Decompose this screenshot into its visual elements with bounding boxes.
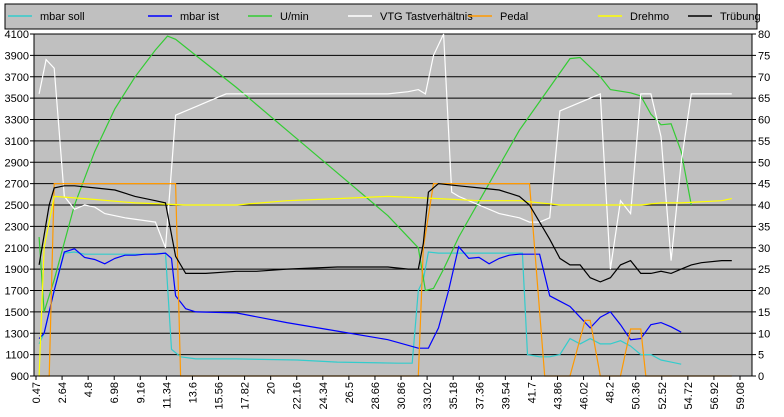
y-left-tick-label: 4100 <box>5 29 29 41</box>
axes: 900 1100 1300 1500 1700 1900 2100 2300 2500 2700 2… <box>5 29 771 410</box>
y-left-tick-label: 2700 <box>5 179 29 191</box>
y-right-tick-label: 15 <box>758 307 770 319</box>
series-layer <box>38 33 732 377</box>
x-tick-label: 41.7 <box>526 382 538 403</box>
x-tick-label: 22.16 <box>292 382 304 410</box>
y-right-tick-label: 20 <box>758 286 770 298</box>
y-left-tick-label: 3700 <box>5 72 29 84</box>
x-tick-label: 43.86 <box>552 382 564 410</box>
y-left-tick-label: 3500 <box>5 93 29 105</box>
y-left-tick-label: 3300 <box>5 115 29 127</box>
legend: mbar soll mbar ist U/min VTG Tastverhältnis… <box>4 3 761 30</box>
y-left-tick-label: 1100 <box>5 350 29 362</box>
x-tick-label: 30.86 <box>396 382 408 410</box>
x-tick-label: 33.02 <box>422 382 434 410</box>
series-line-tr-bung <box>38 182 732 283</box>
legend-label: U/min <box>280 11 309 23</box>
y-right-tick-label: 25 <box>758 264 770 276</box>
x-tick-label: 9.16 <box>135 382 147 403</box>
x-tick-label: 28.66 <box>370 382 382 410</box>
legend-label: mbar ist <box>180 11 219 23</box>
x-tick-label: 11.34 <box>161 382 173 409</box>
y-left-tick-label: 1700 <box>5 286 29 298</box>
y-left-tick-label: 2300 <box>5 221 29 233</box>
y-right-tick-label: 80 <box>758 29 770 41</box>
y-right-tick-label: 30 <box>758 243 770 255</box>
y-right-tick-label: 35 <box>758 221 770 233</box>
y-right-tick-label: 5 <box>758 350 764 362</box>
x-tick-label: 48.2 <box>605 382 617 403</box>
x-tick-label: 39.54 <box>500 382 512 410</box>
x-tick-label: 54.72 <box>683 382 695 410</box>
series-line-mbar-ist <box>38 245 682 349</box>
y-left-tick-label: 3100 <box>5 136 29 148</box>
y-right-tick-label: 10 <box>758 328 770 340</box>
legend-box <box>4 3 758 30</box>
legend-label: VTG Tastverhältnis <box>380 11 473 23</box>
y-left-tick-label: 1300 <box>5 328 29 340</box>
y-right-tick-label: 40 <box>758 200 770 212</box>
y-right-tick-label: 75 <box>758 50 770 62</box>
x-tick-label: 15.56 <box>214 382 226 410</box>
series-line-u-min <box>38 35 692 313</box>
x-tick-label: 35.18 <box>448 382 460 410</box>
x-tick-label: 6.98 <box>109 382 121 403</box>
y-left-tick-label: 1900 <box>5 264 29 276</box>
x-tick-label: 46.02 <box>579 382 591 410</box>
x-tick-label: 50.36 <box>631 382 643 410</box>
x-tick-label: 13.6 <box>187 382 199 403</box>
x-tick-label: 37.36 <box>474 382 486 410</box>
x-tick-label: 24.34 <box>318 382 330 410</box>
series-line-pedal <box>39 183 732 377</box>
y-right-tick-label: 65 <box>758 93 770 105</box>
y-left-tick-label: 3900 <box>5 50 29 62</box>
y-right-tick-label: 0 <box>758 371 764 383</box>
y-right-tick-label: 50 <box>758 157 770 169</box>
legend-label: Pedal <box>500 11 528 23</box>
y-left-tick-label: 2500 <box>5 200 29 212</box>
legend-label: mbar soll <box>40 11 85 23</box>
series-line-vtg-tastverh-ltnis <box>38 33 732 270</box>
x-tick-label: 59.08 <box>735 382 747 410</box>
x-tick-label: 0.47 <box>31 382 43 403</box>
y-left-tick-label: 2100 <box>5 243 29 255</box>
legend-label: Trübung <box>720 11 761 23</box>
x-tick-label: 56.92 <box>709 382 721 410</box>
y-right-tick-label: 70 <box>758 72 770 84</box>
y-left-tick-label: 1500 <box>5 307 29 319</box>
y-right-tick-label: 60 <box>758 115 770 127</box>
y-right-tick-label: 55 <box>758 136 770 148</box>
x-tick-label: 17.82 <box>240 382 252 410</box>
x-tick-label: 4.8 <box>83 382 95 397</box>
x-tick-label: 26.5 <box>344 382 356 403</box>
series-line-mbar-soll <box>38 251 682 365</box>
series-line-drehmo <box>38 195 732 377</box>
x-tick-label: 52.52 <box>657 382 669 410</box>
legend-label: Drehmo <box>630 11 669 23</box>
y-right-tick-label: 45 <box>758 179 770 191</box>
x-tick-label: 2.64 <box>57 382 69 403</box>
x-tick-label: 20 <box>266 382 278 394</box>
y-left-tick-label: 900 <box>11 371 29 383</box>
y-left-tick-label: 2900 <box>5 157 29 169</box>
